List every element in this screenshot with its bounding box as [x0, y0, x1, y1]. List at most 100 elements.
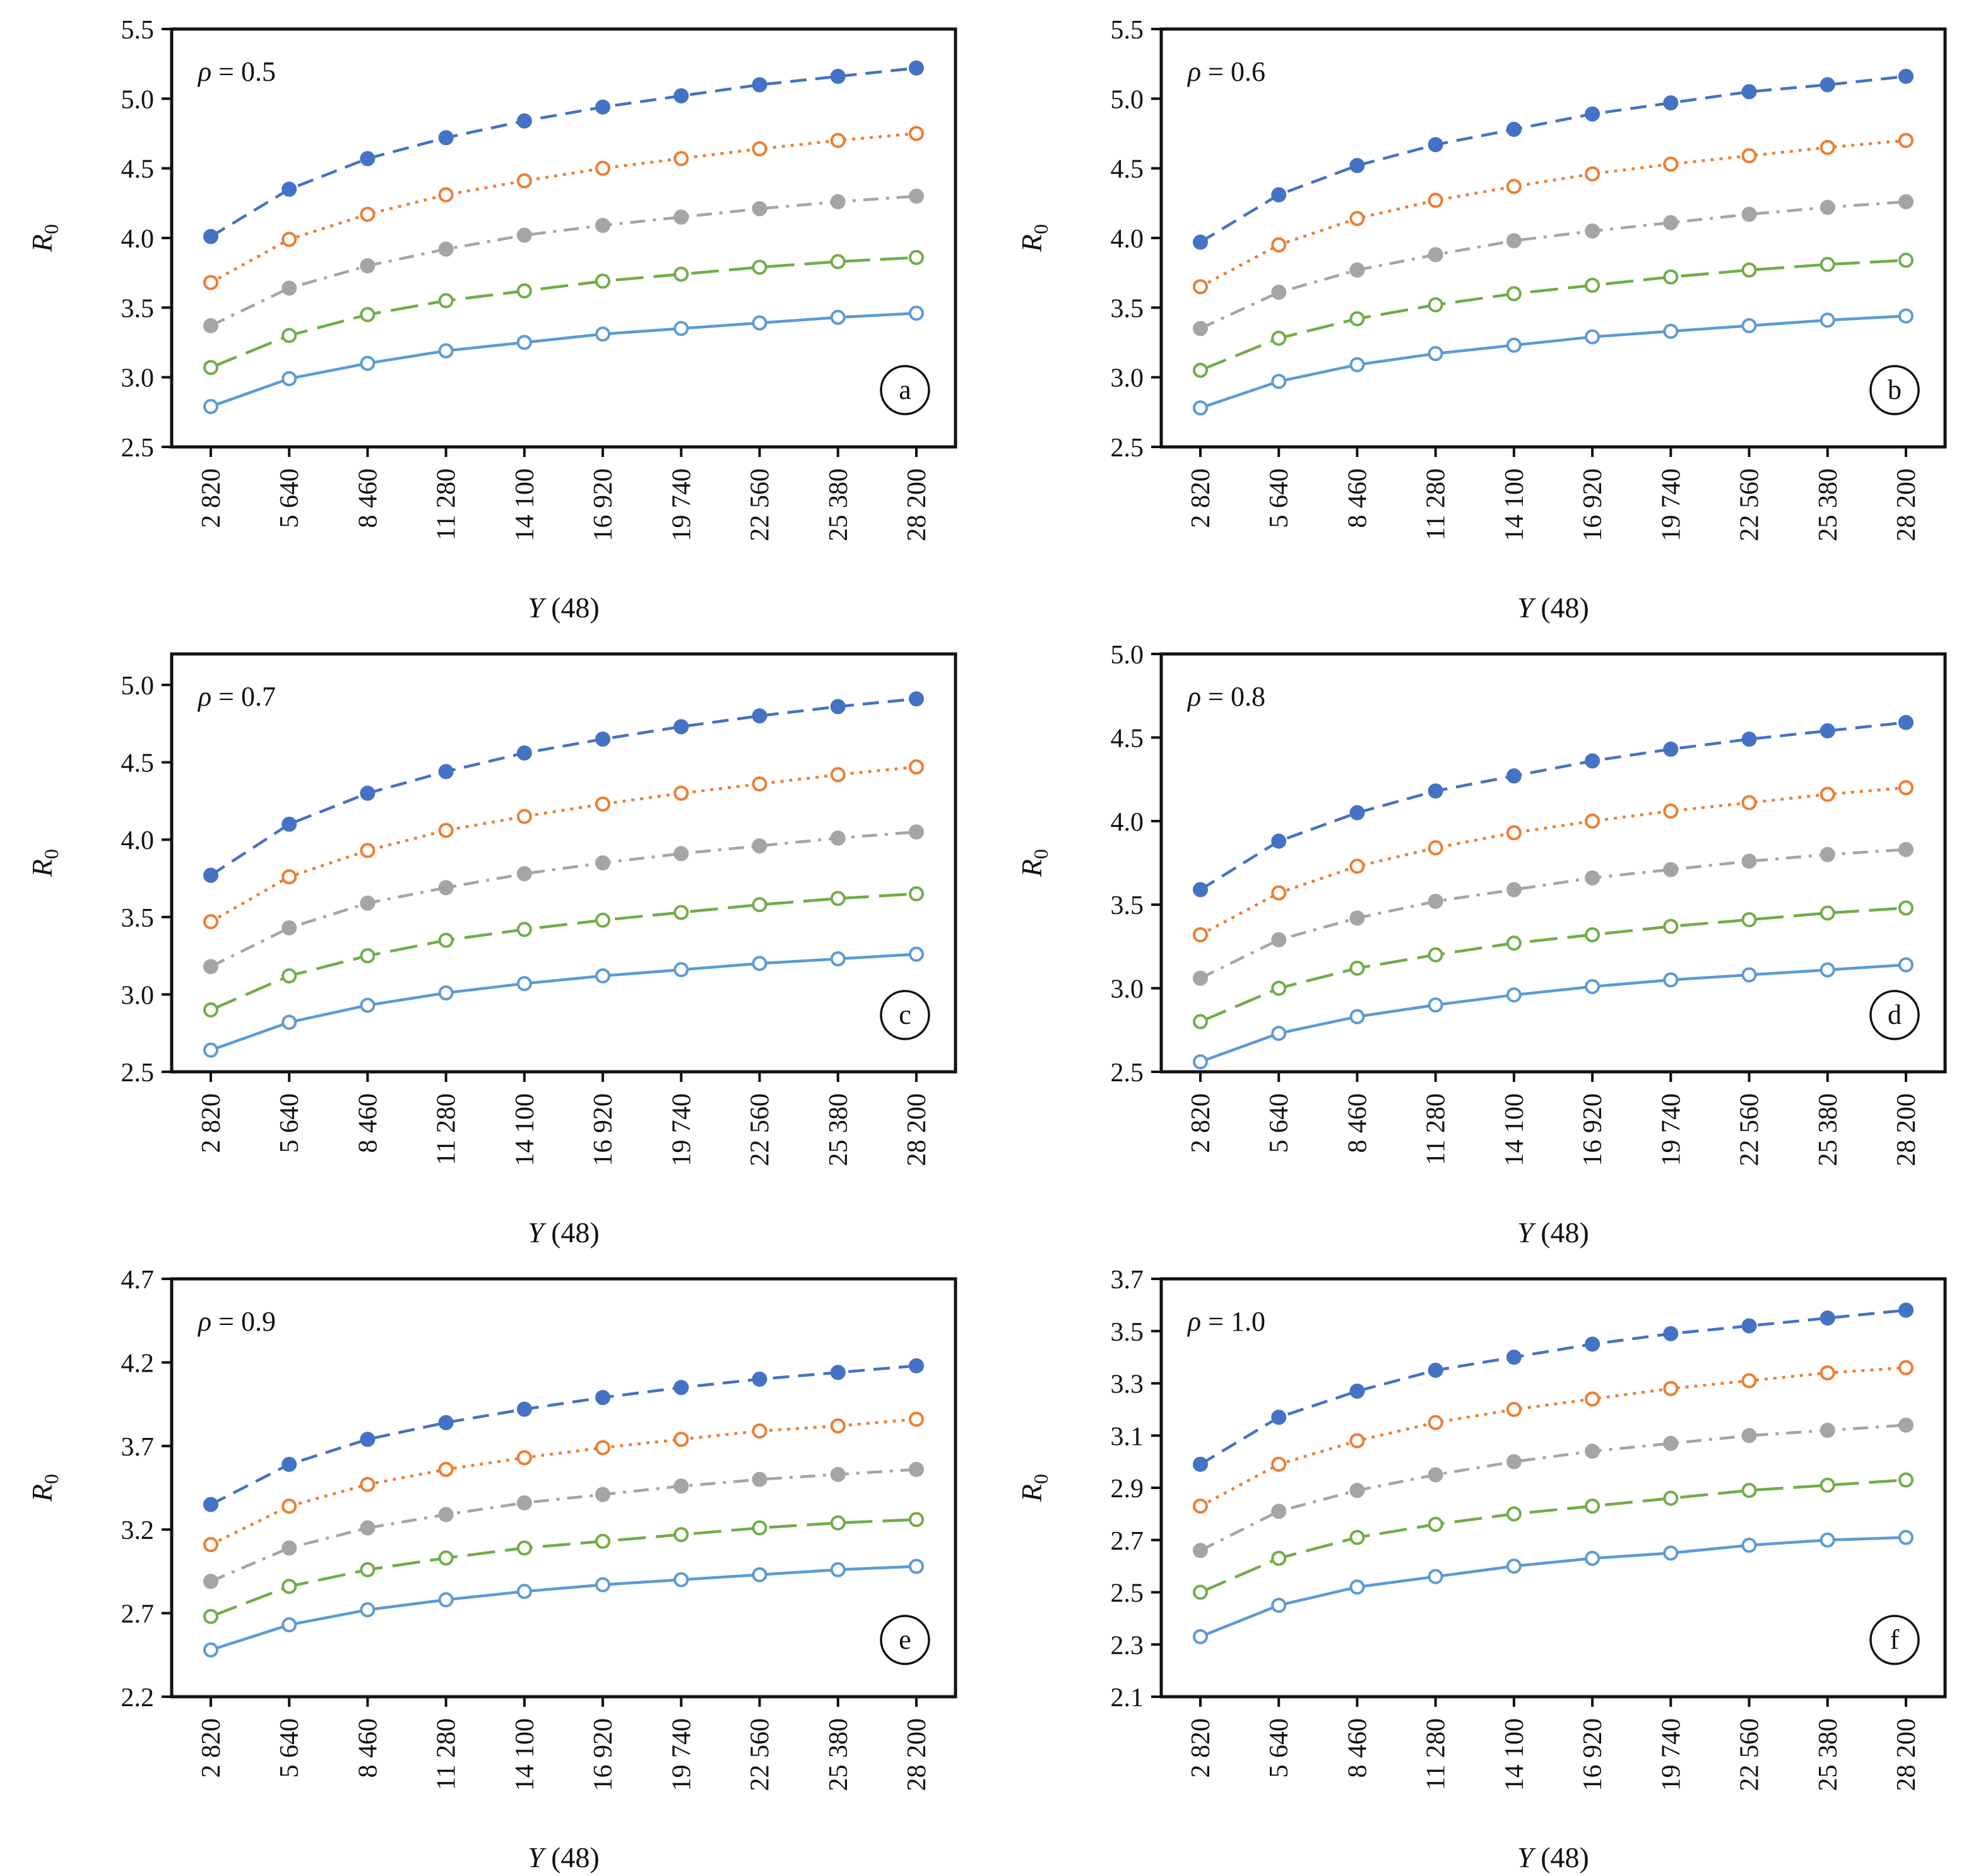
data-point	[752, 897, 767, 913]
y-tick-label: 3.0	[1111, 364, 1144, 393]
data-point	[1663, 1326, 1679, 1341]
data-point	[830, 309, 846, 325]
data-point	[360, 206, 376, 222]
data-point	[1819, 1477, 1835, 1493]
data-point	[830, 133, 846, 148]
data-point	[1898, 780, 1914, 795]
y-tick-label: 3.5	[121, 904, 155, 933]
data-point	[516, 976, 532, 992]
x-tick-label: 2 820	[1186, 1718, 1216, 1778]
x-tick-label: 11 280	[1422, 1093, 1451, 1165]
data-point	[1585, 927, 1600, 942]
data-point	[1506, 1506, 1522, 1522]
data-point	[1428, 137, 1443, 153]
data-point	[1349, 311, 1365, 326]
data-point	[1585, 1498, 1600, 1514]
data-point	[360, 151, 376, 167]
panel-label: c	[899, 999, 911, 1030]
data-point	[752, 838, 767, 854]
x-tick-label: 22 560	[746, 1718, 775, 1791]
data-point	[830, 254, 846, 270]
series-line-1	[210, 1364, 917, 1506]
y-tick-label: 3.7	[121, 1433, 155, 1462]
data-point	[1898, 252, 1914, 268]
data-point	[1819, 905, 1835, 921]
data-point	[595, 273, 611, 289]
y-tick-label: 4.0	[121, 826, 155, 855]
x-tick-label: 5 640	[275, 468, 304, 528]
data-point	[281, 816, 297, 832]
y-tick-label: 2.5	[121, 434, 155, 463]
chart-panel-d: 2.5 3.0 3.5 4.0 4.5 5.0 2 820 5 640 8 460 11 280 1…	[1015, 641, 1947, 1249]
data-point	[438, 985, 454, 1000]
data-point	[1428, 893, 1443, 909]
data-point	[1349, 1529, 1365, 1545]
data-point	[516, 227, 532, 243]
data-point	[1585, 106, 1600, 122]
data-point	[1741, 853, 1757, 869]
data-point	[1349, 158, 1365, 174]
x-tick-label: 28 200	[902, 1718, 932, 1791]
panel-label-circle	[1869, 990, 1920, 1040]
x-tick-label: 11 280	[432, 468, 461, 540]
data-point	[595, 1487, 611, 1502]
y-tick-label: 2.5	[1111, 1579, 1144, 1608]
data-point	[1428, 1415, 1443, 1430]
plot-frame	[170, 652, 957, 1074]
series-line-2	[210, 765, 917, 923]
data-point	[1898, 1360, 1914, 1375]
data-point	[1741, 1483, 1757, 1499]
panel-label-circle	[880, 990, 930, 1040]
data-point	[1193, 1543, 1208, 1558]
y-tick-label: 3.5	[1111, 294, 1144, 323]
data-point	[281, 920, 297, 935]
series-line-4	[1200, 259, 1907, 372]
data-point	[752, 1371, 767, 1387]
data-point	[1663, 918, 1679, 934]
x-tick-label: 8 460	[1343, 468, 1372, 528]
y-axis-title: R0	[1015, 224, 1052, 252]
data-point	[516, 335, 532, 350]
data-point	[1506, 337, 1522, 353]
data-point	[1271, 980, 1287, 996]
y-tick-label: 5.0	[1111, 641, 1144, 670]
data-point	[281, 280, 297, 296]
data-point	[1585, 1550, 1600, 1566]
y-tick-label: 4.5	[121, 155, 155, 184]
data-point	[909, 60, 924, 76]
data-point	[752, 1567, 767, 1582]
data-point	[1898, 1472, 1914, 1488]
x-tick-label: 19 740	[1657, 468, 1686, 542]
y-tick-label: 4.5	[121, 749, 155, 778]
data-point	[1585, 223, 1600, 239]
data-point	[438, 1550, 454, 1566]
data-point	[438, 130, 454, 146]
data-point	[1271, 833, 1287, 849]
y-axis-title: R0	[1015, 849, 1052, 877]
data-point	[1898, 308, 1914, 324]
panel-label-circle	[880, 1615, 930, 1665]
chart-panel-b: 2.5 3.0 3.5 4.0 4.5 5.0 5.5 2 820 5 640 8 460 11 2…	[1015, 16, 1947, 624]
data-point	[1741, 732, 1757, 747]
data-point	[1741, 318, 1757, 334]
data-point	[673, 88, 689, 104]
data-point	[1428, 783, 1443, 799]
data-point	[1898, 1417, 1914, 1433]
data-point	[281, 328, 297, 343]
series-line-4	[1200, 1478, 1907, 1594]
y-tick-label: 3.7	[1111, 1266, 1144, 1295]
data-point	[203, 1574, 218, 1589]
y-tick-label: 5.5	[1111, 16, 1144, 45]
data-point	[1819, 77, 1835, 93]
data-point	[1741, 1318, 1757, 1334]
data-point	[516, 113, 532, 129]
panel-label: b	[1888, 374, 1902, 405]
data-point	[1428, 947, 1443, 963]
data-point	[1741, 795, 1757, 810]
data-point	[1349, 1009, 1365, 1024]
x-tick-label: 2 820	[1186, 468, 1216, 528]
data-point	[203, 1002, 218, 1018]
data-point	[1663, 803, 1679, 819]
data-point	[438, 293, 454, 309]
data-point	[516, 173, 532, 189]
